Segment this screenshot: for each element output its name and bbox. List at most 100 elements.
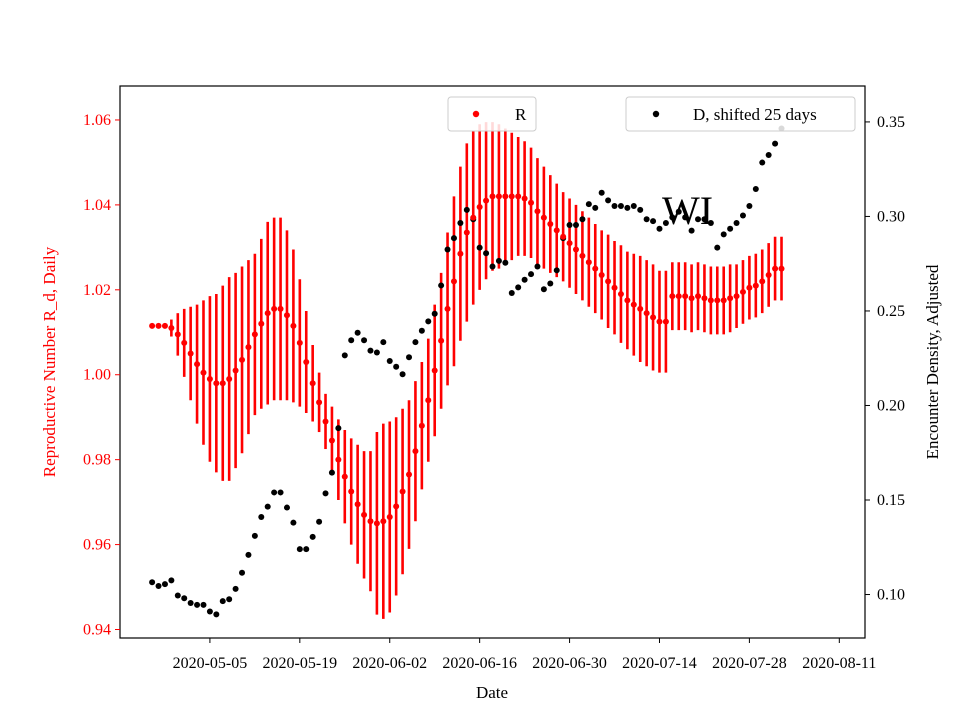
d-point <box>695 216 702 223</box>
r-point <box>547 221 554 227</box>
y-left-tick-label: 0.98 <box>83 452 111 469</box>
d-point <box>277 489 284 496</box>
y-right-tick-label: 0.30 <box>877 208 905 225</box>
r-point <box>637 305 644 312</box>
r-point <box>662 318 669 325</box>
r-point <box>688 295 695 302</box>
plot-frame <box>119 85 866 639</box>
r-point <box>283 312 290 319</box>
r-point <box>521 195 528 202</box>
d-point <box>707 220 714 227</box>
d-point <box>746 203 753 210</box>
r-point <box>470 214 477 221</box>
legend-d-marker <box>652 110 660 118</box>
d-point <box>521 276 528 283</box>
x-tick-label: 2020-06-02 <box>352 655 427 672</box>
d-point <box>194 601 201 608</box>
d-point <box>643 216 650 223</box>
r-point <box>617 291 624 298</box>
r-point <box>373 520 380 527</box>
r-point <box>194 361 201 368</box>
d-point <box>399 371 406 378</box>
d-point <box>605 197 612 204</box>
r-point <box>611 284 618 291</box>
d-point <box>406 354 413 361</box>
y-axis-right-title: Encounter Density, Adjusted <box>923 264 942 459</box>
r-point <box>149 322 156 329</box>
legend-d-box <box>625 96 856 132</box>
y-left-tick-label: 1.02 <box>83 282 111 299</box>
d-point <box>553 267 560 274</box>
d-point <box>714 244 721 251</box>
annotation-group: WI <box>662 188 713 233</box>
r-point <box>495 193 502 200</box>
r-point <box>168 325 175 332</box>
y-left-tick-label: 1.06 <box>83 112 111 129</box>
state-annotation: WI <box>662 188 713 233</box>
r-point <box>328 437 335 444</box>
d-point <box>585 201 592 208</box>
d-point <box>489 263 496 270</box>
d-point <box>733 220 740 227</box>
d-point <box>688 227 695 234</box>
d-point <box>348 337 355 344</box>
r-point <box>450 278 457 285</box>
r-point <box>746 284 753 291</box>
y-right-tick-label: 0.20 <box>877 397 905 414</box>
r-point <box>367 518 374 525</box>
d-point <box>675 208 682 215</box>
r-point <box>412 448 419 455</box>
r-point <box>553 227 560 234</box>
r-point <box>579 252 586 259</box>
r-point <box>701 295 708 302</box>
r-point <box>759 278 766 285</box>
d-point <box>438 282 445 289</box>
r-point <box>502 193 509 200</box>
d-point <box>528 271 535 278</box>
d-point <box>495 257 502 264</box>
r-point <box>161 322 168 329</box>
d-point <box>650 218 657 225</box>
r-point <box>585 259 592 266</box>
r-point <box>714 297 721 304</box>
d-point <box>168 577 175 584</box>
d-point <box>682 214 689 221</box>
d-point <box>316 518 323 525</box>
x-tick-label: 2020-07-14 <box>622 655 697 672</box>
r-point <box>406 471 413 478</box>
r-point <box>232 367 239 374</box>
d-point <box>720 231 727 238</box>
d-point <box>457 220 464 227</box>
r-point <box>463 229 470 236</box>
d-point <box>515 284 522 291</box>
r-point <box>540 214 547 221</box>
r-point <box>682 293 689 300</box>
r-point <box>296 339 303 346</box>
d-point <box>611 203 618 210</box>
d-point <box>309 533 316 540</box>
r-point <box>752 282 759 289</box>
x-tick-label: 2020-06-30 <box>532 655 607 672</box>
d-point <box>431 310 438 317</box>
d-point <box>483 250 490 257</box>
d-point <box>245 551 252 558</box>
r-point <box>386 513 393 520</box>
r-point <box>348 488 355 495</box>
r-point <box>675 293 682 300</box>
d-point <box>290 519 297 526</box>
d-point <box>149 579 156 586</box>
d-point <box>669 214 676 221</box>
d-point <box>579 216 586 223</box>
r-point <box>258 320 265 327</box>
x-tick-label: 2020-07-28 <box>712 655 787 672</box>
d-point <box>540 286 547 293</box>
r-point <box>380 518 387 525</box>
r-point <box>605 278 612 285</box>
d-point <box>335 425 342 432</box>
y-axis-left: 0.94 0.96 0.98 1.00 1.02 1.04 1.06 <box>83 112 120 639</box>
r-point <box>354 501 361 508</box>
r-point <box>181 339 188 346</box>
legend-r: R <box>447 96 537 132</box>
r-point <box>341 473 348 480</box>
d-point <box>187 600 194 607</box>
